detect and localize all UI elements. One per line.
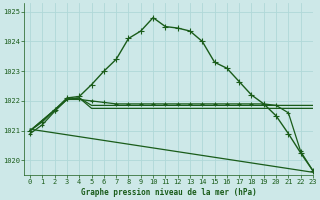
X-axis label: Graphe pression niveau de la mer (hPa): Graphe pression niveau de la mer (hPa) — [81, 188, 256, 197]
